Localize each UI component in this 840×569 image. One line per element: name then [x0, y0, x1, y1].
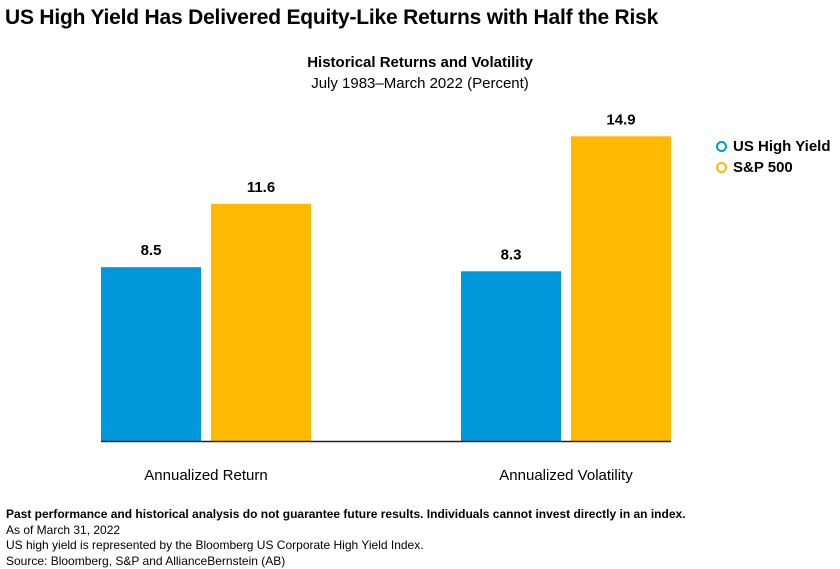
legend-label-sp500: S&P 500: [733, 159, 793, 176]
bar-1-1: [571, 136, 671, 442]
page-headline: US High Yield Has Delivered Equity-Like …: [5, 6, 659, 29]
chart-title: Historical Returns and Volatility: [307, 54, 533, 71]
category-label-1: Annualized Volatility: [499, 467, 633, 484]
bar-0-0: [101, 267, 201, 441]
legend-item-us-high-yield: US High Yield: [716, 136, 831, 157]
legend-label-us-high-yield: US High Yield: [733, 138, 831, 155]
index-note: US high yield is represented by the Bloo…: [6, 538, 424, 552]
category-label-0: Annualized Return: [144, 467, 267, 484]
bar-1-0: [461, 271, 561, 441]
footnotes: Past performance and historical analysis…: [6, 507, 686, 569]
bar-0-1: [211, 203, 311, 441]
legend-item-sp500: S&P 500: [716, 157, 831, 178]
legend-marker-us-high-yield: [716, 141, 727, 152]
chart-subtitle: July 1983–March 2022 (Percent): [311, 75, 529, 92]
data-label-1-0: 8.3: [501, 246, 522, 263]
as-of-date: As of March 31, 2022: [6, 522, 121, 537]
chart-legend: US High Yield S&P 500: [716, 136, 831, 178]
disclaimer-text: Past performance and historical analysis…: [6, 507, 686, 521]
data-label-1-1: 14.9: [606, 111, 635, 128]
legend-marker-sp500: [716, 162, 727, 173]
source-note: Source: Bloomberg, S&P and AllianceBerns…: [6, 553, 286, 568]
data-label-0-1: 11.6: [247, 179, 275, 196]
data-label-0-0: 8.5: [141, 242, 162, 259]
